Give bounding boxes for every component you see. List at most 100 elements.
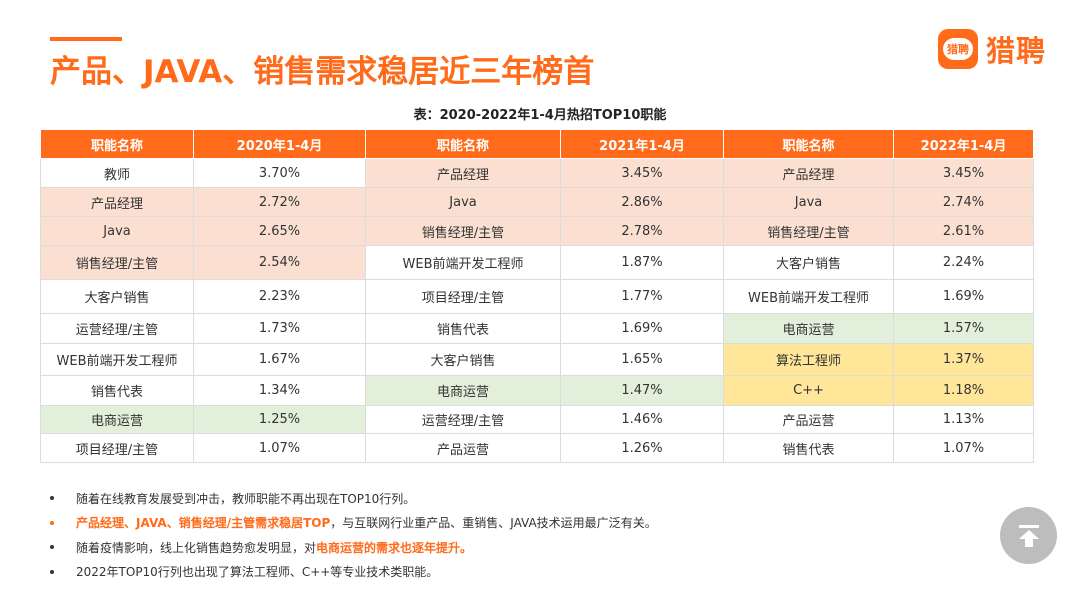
cell-share-2022: 1.37% [893,343,1034,376]
cell-share-2021: 1.65% [560,343,724,376]
table-row: 电商运营 1.25% 运营经理/主管 1.46% 产品运营 1.13% [40,405,1034,434]
cell-share-2020: 2.72% [193,187,366,217]
cell-role-2022: 大客户销售 [723,245,894,280]
cell-share-2021: 3.45% [560,158,724,188]
cell-share-2020: 2.23% [193,279,366,314]
header-period-2022: 2022年1-4月 [893,129,1034,159]
table-header-row: 职能名称 2020年1-4月 职能名称 2021年1-4月 职能名称 2022年… [40,129,1034,159]
cell-role-2021: 电商运营 [365,375,561,406]
table-row: WEB前端开发工程师 1.67% 大客户销售 1.65% 算法工程师 1.37% [40,343,1034,376]
table-row: 大客户销售 2.23% 项目经理/主管 1.77% WEB前端开发工程师 1.69% [40,279,1034,314]
cell-role-2020: WEB前端开发工程师 [40,343,194,376]
cell-role-2021: Java [365,187,561,217]
cell-role-2020: 销售代表 [40,375,194,406]
cell-role-2020: 项目经理/主管 [40,433,194,463]
cell-role-2022: 销售经理/主管 [723,216,894,246]
cell-share-2022: 1.18% [893,375,1034,406]
cell-share-2021: 1.69% [560,313,724,344]
cell-share-2020: 2.65% [193,216,366,246]
cell-share-2022: 1.07% [893,433,1034,463]
cell-share-2021: 1.47% [560,375,724,406]
cell-share-2022: 1.57% [893,313,1034,344]
cell-share-2021: 2.86% [560,187,724,217]
cell-share-2021: 2.78% [560,216,724,246]
insight-item: 随着在线教育发展受到冲击，教师职能不再出现在TOP10行列。 [48,486,1028,511]
header-period-2021: 2021年1-4月 [560,129,724,159]
cell-share-2022: 3.45% [893,158,1034,188]
header-role-2020: 职能名称 [40,129,194,159]
header-period-2020: 2020年1-4月 [193,129,366,159]
insight-highlight: 电商运营的需求也逐年提升。 [316,540,473,555]
cell-share-2022: 2.74% [893,187,1034,217]
cell-share-2020: 1.73% [193,313,366,344]
cell-role-2021: 产品经理 [365,158,561,188]
cell-share-2020: 1.25% [193,405,366,434]
cell-role-2022: C++ [723,375,894,406]
cell-role-2021: 项目经理/主管 [365,279,561,314]
insights-list: 随着在线教育发展受到冲击，教师职能不再出现在TOP10行列。 产品经理、JAVA… [48,486,1028,584]
table-row: 项目经理/主管 1.07% 产品运营 1.26% 销售代表 1.07% [40,433,1034,463]
cell-role-2022: 销售代表 [723,433,894,463]
cell-role-2020: 产品经理 [40,187,194,217]
insight-text: ，与互联网行业重产品、重销售、JAVA技术运用最广泛有关。 [330,516,657,531]
cell-share-2022: 1.69% [893,279,1034,314]
cell-share-2021: 1.26% [560,433,724,463]
cell-share-2021: 1.87% [560,245,724,280]
cell-role-2020: 教师 [40,158,194,188]
table-row: 产品经理 2.72% Java 2.86% Java 2.74% [40,187,1034,217]
cell-role-2022: 算法工程师 [723,343,894,376]
insight-item: 产品经理、JAVA、销售经理/主管需求稳居TOP ，与互联网行业重产品、重销售、J… [48,511,1028,536]
cell-role-2022: WEB前端开发工程师 [723,279,894,314]
cell-role-2021: 销售代表 [365,313,561,344]
table-row: 销售代表 1.34% 电商运营 1.47% C++ 1.18% [40,375,1034,406]
cell-share-2020: 1.07% [193,433,366,463]
bullet-dot-icon [50,520,54,525]
cell-role-2020: 运营经理/主管 [40,313,194,344]
insight-item: 随着疫情影响，线上化销售趋势愈发明显，对 电商运营的需求也逐年提升。 [48,535,1028,560]
liepin-logo: 猎聘 猎聘 [938,28,1046,70]
cell-role-2021: 大客户销售 [365,343,561,376]
table-body: 教师 3.70% 产品经理 3.45% 产品经理 3.45% 产品经理 2.72% Java 2.… [40,158,1034,463]
table-row: 销售经理/主管 2.54% WEB前端开发工程师 1.87% 大客户销售 2.24% [40,245,1034,280]
top10-jobs-table: 职能名称 2020年1-4月 职能名称 2021年1-4月 职能名称 2022年… [40,129,1034,463]
insight-text: 随着疫情影响，线上化销售趋势愈发明显，对 [76,540,317,555]
cell-role-2022: 产品运营 [723,405,894,434]
table-caption: 表：2020-2022年1-4月热招TOP10职能 [413,108,667,123]
cell-share-2020: 3.70% [193,158,366,188]
cell-role-2020: 大客户销售 [40,279,194,314]
title-accent-bar [50,37,122,41]
insight-highlight: 产品经理、JAVA、销售经理/主管需求稳居TOP [76,516,331,531]
cell-share-2020: 1.67% [193,343,366,376]
bullet-dot-icon [50,569,54,574]
header-role-2021: 职能名称 [365,129,561,159]
insight-text: 随着在线教育发展受到冲击，教师职能不再出现在TOP10行列。 [76,491,416,506]
cell-role-2021: 产品运营 [365,433,561,463]
header-role-2022: 职能名称 [723,129,894,159]
bullet-dot-icon [50,545,54,550]
cell-role-2022: 产品经理 [723,158,894,188]
cell-role-2022: 电商运营 [723,313,894,344]
table-row: 运营经理/主管 1.73% 销售代表 1.69% 电商运营 1.57% [40,313,1034,344]
table-row: Java 2.65% 销售经理/主管 2.78% 销售经理/主管 2.61% [40,216,1034,246]
cell-share-2020: 2.54% [193,245,366,280]
insight-text: 2022年TOP10行列也出现了算法工程师、C++等专业技术类职能。 [76,565,439,580]
cell-role-2020: Java [40,216,194,246]
cell-role-2020: 电商运营 [40,405,194,434]
bullet-dot-icon [50,496,54,501]
logo-text: 猎聘 [986,34,1047,68]
page-title: 产品、JAVA、销售需求稳居近三年榜首 [50,54,595,90]
logo-icon: 猎聘 [938,29,978,69]
cell-role-2021: 运营经理/主管 [365,405,561,434]
cell-role-2021: 销售经理/主管 [365,216,561,246]
cell-role-2021: WEB前端开发工程师 [365,245,561,280]
cell-role-2020: 销售经理/主管 [40,245,194,280]
table-row: 教师 3.70% 产品经理 3.45% 产品经理 3.45% [40,158,1034,188]
cell-share-2022: 2.61% [893,216,1034,246]
cell-share-2022: 2.24% [893,245,1034,280]
cell-share-2020: 1.34% [193,375,366,406]
cell-role-2022: Java [723,187,894,217]
logo-bubble: 猎聘 [943,38,973,60]
insight-item: 2022年TOP10行列也出现了算法工程师、C++等专业技术类职能。 [48,560,1028,585]
scroll-to-top-button[interactable] [1000,507,1057,564]
cell-share-2022: 1.13% [893,405,1034,434]
